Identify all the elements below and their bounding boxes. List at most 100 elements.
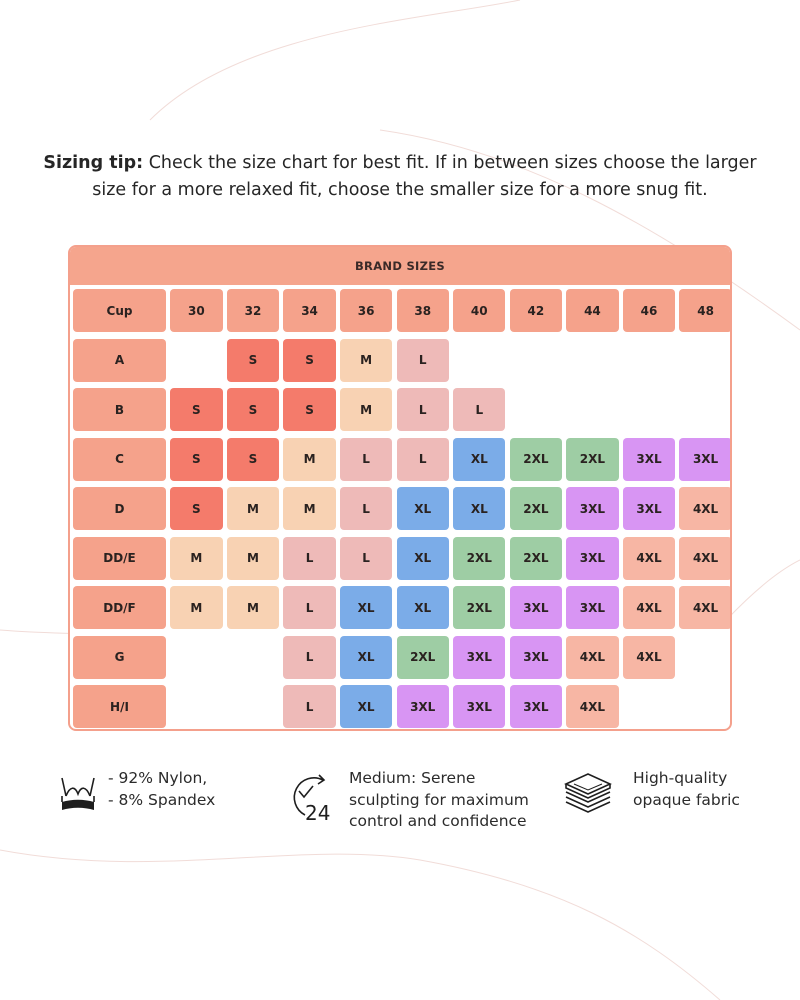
feature-line: - 92% Nylon, — [108, 769, 208, 787]
size-cell: XL — [453, 437, 506, 481]
size-cell: M — [283, 487, 336, 530]
size-cell: XL — [396, 487, 449, 530]
size-cell: 4XL — [566, 635, 619, 679]
size-cell: 3XL — [396, 685, 449, 728]
size-cell: L — [396, 437, 449, 481]
size-cell: L — [453, 388, 506, 431]
bra-icon — [58, 772, 98, 818]
size-cell: L — [396, 388, 449, 431]
empty-cell — [510, 339, 562, 382]
size-cell: S — [170, 388, 223, 431]
empty-cell — [170, 685, 222, 728]
band-header-44: 44 — [566, 289, 619, 332]
band-header-30: 30 — [170, 289, 223, 332]
size-cell: 3XL — [453, 635, 506, 679]
cup-header: Cup — [73, 289, 166, 332]
size-cell: XL — [453, 487, 506, 530]
size-cell: 2XL — [453, 586, 506, 629]
size-cell: 2XL — [453, 536, 506, 580]
feature-line: High-quality — [633, 769, 728, 787]
size-cell: M — [339, 338, 393, 382]
cup-label: A — [73, 338, 166, 382]
size-cell: 3XL — [566, 536, 619, 580]
feature-line: control and confidence — [349, 812, 527, 830]
size-cell: XL — [396, 586, 449, 629]
empty-cell — [679, 636, 730, 679]
size-cell: 4XL — [622, 586, 676, 629]
size-cell: M — [283, 437, 336, 481]
empty-cell — [170, 636, 222, 679]
size-cell: 3XL — [566, 586, 619, 629]
size-cell: L — [283, 635, 336, 679]
empty-cell — [566, 388, 618, 431]
size-cell: 2XL — [509, 536, 563, 580]
band-header-42: 42 — [509, 289, 563, 332]
size-cell: XL — [339, 635, 393, 679]
size-cell: L — [339, 536, 393, 580]
size-cell: 3XL — [622, 487, 676, 530]
size-cell: L — [283, 685, 336, 728]
empty-cell — [679, 339, 730, 382]
size-cell: L — [339, 437, 393, 481]
band-header-36: 36 — [339, 289, 393, 332]
feature-line: - 8% Spandex — [108, 790, 216, 809]
empty-cell — [679, 685, 730, 728]
size-cell: 4XL — [622, 635, 676, 679]
size-cell: 3XL — [679, 437, 730, 481]
size-cell: 4XL — [679, 536, 730, 580]
size-cell: 2XL — [509, 437, 563, 481]
sizing-tip: Sizing tip: Check the size chart for bes… — [40, 150, 760, 204]
size-cell: M — [226, 536, 280, 580]
band-header-46: 46 — [622, 289, 676, 332]
feature-line: opaque fabric — [633, 790, 740, 809]
feature-line: Medium: Serene — [349, 769, 476, 787]
size-cell: S — [226, 338, 280, 382]
features-row: - 92% Nylon, - 8% Spandex 24 Medium: Ser… — [0, 768, 800, 848]
size-cell: L — [283, 536, 336, 580]
size-cell: 2XL — [509, 487, 563, 530]
size-cell: 4XL — [679, 487, 730, 530]
band-header-38: 38 — [396, 289, 449, 332]
cup-label: DD/E — [73, 536, 166, 580]
empty-cell — [453, 339, 505, 382]
size-cell: S — [170, 487, 223, 530]
empty-cell — [566, 339, 618, 382]
cup-label: G — [73, 635, 166, 679]
size-cell: S — [226, 437, 280, 481]
size-cell: 3XL — [509, 685, 563, 728]
band-header-48: 48 — [679, 289, 730, 332]
band-header-34: 34 — [283, 289, 336, 332]
cup-label: C — [73, 437, 166, 481]
band-header-40: 40 — [453, 289, 506, 332]
sizing-tip-text: Check the size chart for best fit. If in… — [92, 153, 757, 200]
empty-cell — [510, 388, 562, 431]
band-header-32: 32 — [226, 289, 280, 332]
size-cell: S — [226, 388, 280, 431]
size-cell: M — [226, 487, 280, 530]
size-cell: M — [339, 388, 393, 431]
size-cell: 3XL — [566, 487, 619, 530]
size-cell: L — [283, 586, 336, 629]
size-cell: XL — [339, 685, 393, 728]
size-cell: L — [396, 338, 449, 382]
sizing-tip-label: Sizing tip: — [43, 153, 144, 173]
empty-cell — [170, 339, 222, 382]
empty-cell — [227, 636, 279, 679]
size-cell: S — [170, 437, 223, 481]
size-cell: L — [339, 487, 393, 530]
size-cell: 3XL — [509, 586, 563, 629]
empty-cell — [679, 388, 730, 431]
feature-fabric-composition: - 92% Nylon, - 8% Spandex — [108, 768, 215, 811]
cup-label: DD/F — [73, 586, 166, 629]
size-cell: 2XL — [566, 437, 619, 481]
fabric-layers-icon — [562, 770, 614, 820]
size-cell: M — [170, 586, 223, 629]
size-chart: BRAND SIZES Cup 30 32 34 36 38 40 42 44 46 48 A S S M L… — [68, 245, 732, 731]
empty-cell — [623, 685, 675, 728]
size-cell: 3XL — [453, 685, 506, 728]
empty-cell — [623, 388, 675, 431]
cup-label: D — [73, 487, 166, 530]
size-cell: 4XL — [679, 586, 730, 629]
chart-title: BRAND SIZES — [70, 247, 730, 285]
empty-cell — [623, 339, 675, 382]
